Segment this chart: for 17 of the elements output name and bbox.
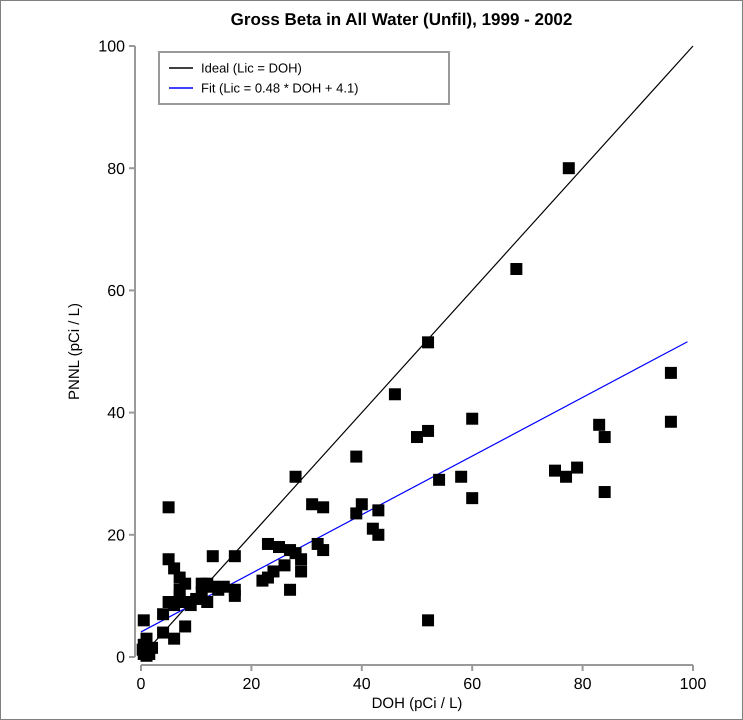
chart-title: Gross Beta in All Water (Unfil), 1999 - 2002 — [230, 10, 572, 29]
y-tick-label: 20 — [107, 527, 126, 544]
legend-label: Fit (Lic = 0.48 * DOH + 4.1) — [201, 80, 359, 96]
y-tick-label: 60 — [107, 283, 126, 300]
x-tick-label: 20 — [242, 676, 260, 693]
y-tick-label: 40 — [107, 405, 126, 422]
y-tick-label: 80 — [107, 160, 126, 178]
x-tick-label: 40 — [352, 676, 371, 693]
y-tick-label: 0 — [116, 650, 126, 667]
x-tick-label: 60 — [463, 676, 482, 693]
x-tick-label: 0 — [136, 676, 146, 693]
legend-label: Ideal (Lic = DOH) — [201, 60, 302, 76]
y-axis-title: PNNL (pCi / L) — [66, 303, 83, 400]
x-tick-label: 80 — [574, 676, 592, 693]
x-axis-title: DOH (pCi / L) — [372, 695, 462, 712]
x-tick-label: 100 — [680, 676, 706, 693]
y-tick-label: 100 — [98, 38, 126, 56]
